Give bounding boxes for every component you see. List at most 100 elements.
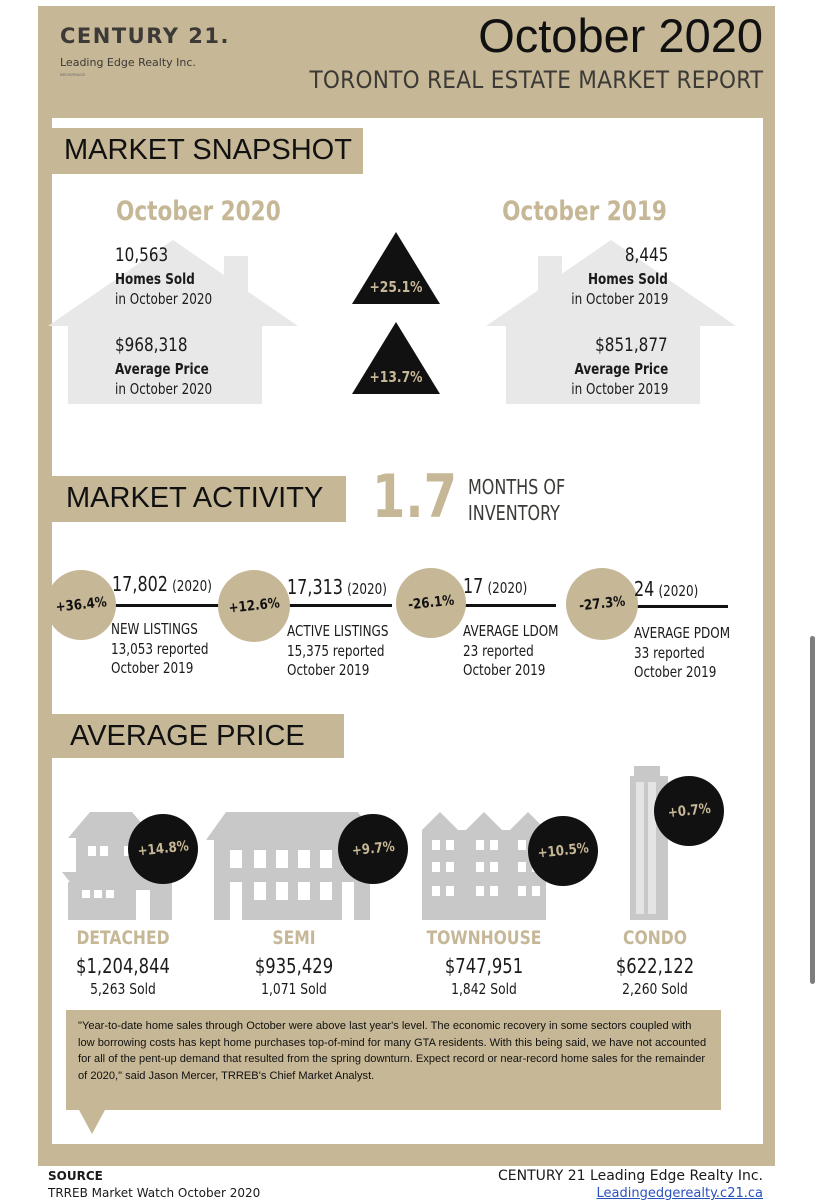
detached-price: $1,204,844	[76, 954, 170, 978]
current-avg-price-value: $968,318	[115, 334, 188, 356]
detached-change: +14.8%	[136, 838, 190, 860]
condo-change-badge: +0.7%	[654, 776, 724, 846]
current-avg-price-period: in October 2020	[115, 380, 213, 398]
pdom-value: 24 (2020)	[634, 577, 698, 601]
townhouse-change-badge: +10.5%	[528, 816, 598, 886]
active-listings-divider	[284, 604, 392, 607]
footer-company: CENTURY 21 Leading Edge Realty Inc.	[498, 1168, 763, 1184]
up-triangle-icon	[352, 232, 440, 304]
months-of-inventory-line1: MONTHS OF	[468, 475, 566, 499]
semi-change-badge: +9.7%	[338, 814, 408, 884]
ldom-value: 17 (2020)	[463, 574, 527, 598]
scrollbar-thumb[interactable]	[810, 636, 815, 984]
snapshot-current-heading: October 2020	[116, 196, 281, 227]
new-listings-divider	[108, 604, 220, 607]
report-subtitle: TORONTO REAL ESTATE MARKET REPORT	[309, 66, 763, 94]
months-of-inventory-value: 1.7	[372, 462, 458, 532]
condo-label: CONDO	[623, 927, 687, 949]
semi-change: +9.7%	[350, 838, 396, 860]
current-homes-sold-label: Homes Sold	[115, 270, 195, 288]
townhouse-change: +10.5%	[536, 840, 590, 862]
new-listings-year: (2020)	[172, 577, 212, 595]
logo-wordmark: CENTURY 21.	[60, 24, 230, 48]
ldom-change: -26.1%	[407, 592, 455, 614]
ldom-label: AVERAGE LDOM	[463, 622, 559, 640]
previous-homes-sold-label: Homes Sold	[588, 270, 668, 288]
activity-title-bar	[52, 476, 346, 522]
logo-subtitle: Leading Edge Realty Inc.	[60, 56, 196, 69]
active-listings-value: 17,313 (2020)	[287, 575, 387, 599]
house-right-icon	[486, 240, 736, 404]
new-listings-value: 17,802 (2020)	[112, 572, 212, 596]
months-of-inventory-line2: INVENTORY	[468, 501, 560, 525]
pdom-prev-line2: October 2019	[634, 663, 717, 681]
homes-sold-change: +25.1%	[369, 278, 423, 296]
analyst-quote: "Year-to-date home sales through October…	[66, 1010, 721, 1110]
active-listings-change-badge: +12.6%	[218, 570, 290, 642]
avg-price-title-bar	[52, 714, 344, 758]
new-listings-label: NEW LISTINGS	[111, 620, 198, 638]
new-listings-number: 17,802	[112, 572, 168, 596]
condo-change: +0.7%	[666, 800, 712, 822]
ldom-change-badge: -26.1%	[396, 568, 466, 638]
current-avg-price-label: Average Price	[115, 360, 209, 378]
detached-sold: 5,263 Sold	[90, 980, 156, 998]
previous-avg-price-value: $851,877	[595, 334, 668, 356]
active-listings-prev-line1: 15,375 reported	[287, 642, 385, 660]
townhouse-icon	[422, 812, 546, 920]
pdom-divider	[630, 605, 728, 608]
pdom-prev-line1: 33 reported	[634, 644, 705, 662]
snapshot-title-bar	[52, 128, 363, 174]
source-text: TRREB Market Watch October 2020	[48, 1186, 261, 1200]
logo-brokerage: BROKERAGE	[60, 72, 86, 77]
previous-homes-sold-period: in October 2019	[570, 290, 668, 308]
footer-website-link[interactable]: Leadingedgerealty.c21.ca	[596, 1186, 763, 1200]
condo-sold: 2,260 Sold	[622, 980, 688, 998]
avg-price-title: AVERAGE PRICE	[70, 720, 305, 752]
new-listings-prev-line2: October 2019	[111, 659, 194, 677]
activity-title: MARKET ACTIVITY	[66, 482, 324, 514]
semi-sold: 1,071 Sold	[261, 980, 327, 998]
ldom-prev-line2: October 2019	[463, 661, 546, 679]
quote-pointer	[78, 1108, 106, 1134]
active-listings-prev-line2: October 2019	[287, 661, 370, 679]
current-homes-sold-value: 10,563	[115, 244, 169, 266]
active-listings-label: ACTIVE LISTINGS	[287, 622, 389, 640]
avg-price-change: +13.7%	[369, 368, 423, 386]
townhouse-label: TOWNHOUSE	[426, 927, 542, 949]
semi-price: $935,429	[254, 954, 334, 978]
current-homes-sold-period: in October 2020	[115, 290, 213, 308]
townhouse-sold: 1,842 Sold	[451, 980, 517, 998]
house-left-icon	[48, 240, 298, 404]
townhouse-price: $747,951	[444, 954, 524, 978]
source-label: SOURCE	[48, 1169, 103, 1183]
new-listings-prev-line1: 13,053 reported	[111, 640, 209, 658]
active-listings-number: 17,313	[287, 575, 343, 599]
ldom-divider	[460, 604, 556, 607]
pdom-change-badge: -27.3%	[566, 568, 638, 640]
detached-label: DETACHED	[76, 927, 170, 949]
new-listings-change-badge: +36.4%	[46, 570, 116, 640]
previous-homes-sold-value: 8,445	[624, 244, 668, 266]
ldom-prev-line1: 23 reported	[463, 642, 534, 660]
up-triangle-icon	[352, 322, 440, 394]
condo-price: $622,122	[615, 954, 695, 978]
semi-house-icon	[206, 812, 378, 920]
new-listings-change: +36.4%	[54, 594, 108, 616]
pdom-year: (2020)	[658, 582, 699, 600]
semi-label: SEMI	[272, 927, 316, 949]
ldom-number: 17	[463, 574, 484, 598]
century21-logo: CENTURY 21. Leading Edge Realty Inc. BRO…	[46, 18, 286, 94]
ldom-year: (2020)	[487, 579, 528, 597]
pdom-label: AVERAGE PDOM	[634, 624, 731, 642]
report-title: October 2020	[478, 9, 763, 62]
snapshot-previous-heading: October 2019	[502, 196, 667, 227]
pdom-number: 24	[634, 577, 655, 601]
detached-change-badge: +14.8%	[128, 814, 198, 884]
previous-avg-price-label: Average Price	[574, 360, 668, 378]
active-listings-year: (2020)	[347, 580, 387, 598]
pdom-change: -27.3%	[578, 593, 626, 615]
snapshot-title: MARKET SNAPSHOT	[64, 134, 352, 166]
previous-avg-price-period: in October 2019	[570, 380, 668, 398]
active-listings-change: +12.6%	[227, 595, 281, 617]
